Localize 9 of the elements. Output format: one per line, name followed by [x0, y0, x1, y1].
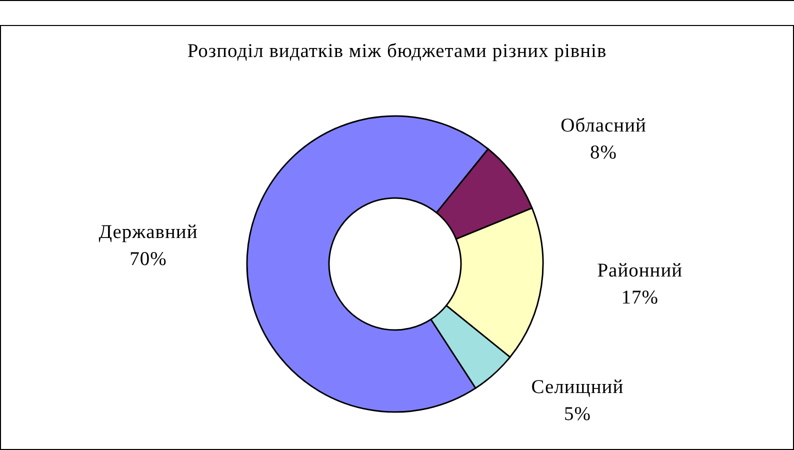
slice-label: Селищний — [531, 376, 624, 398]
data-label: 5% — [564, 404, 591, 425]
data-label: 8% — [590, 142, 618, 164]
data-label: 70% — [130, 248, 167, 270]
chart-title: Розподіл видатків між бюджетами різних рівнів — [186, 40, 608, 64]
slice-label: Обласний — [560, 116, 646, 137]
slice-label: Районний — [597, 260, 683, 282]
slice-label: Державний — [98, 222, 198, 243]
data-label: 17% — [621, 287, 659, 308]
